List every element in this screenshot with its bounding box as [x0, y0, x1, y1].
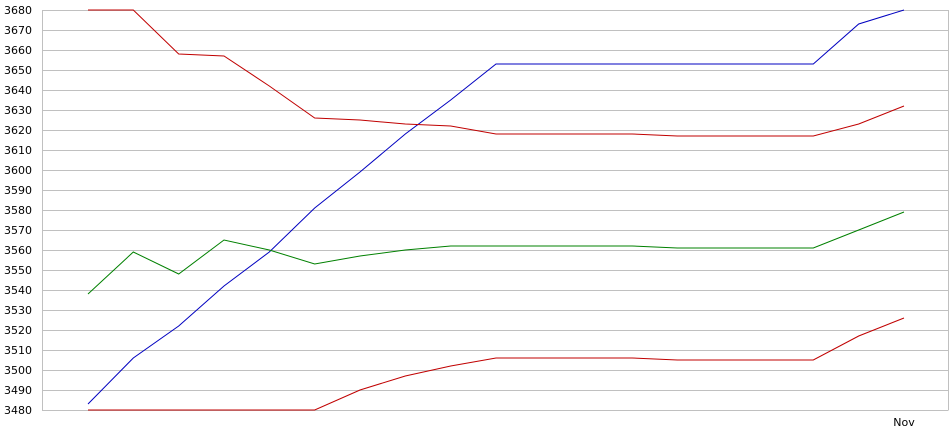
series-line-1 [87, 9, 905, 405]
y-tick-label: 3480 [4, 404, 32, 417]
y-tick-label: 3610 [4, 144, 32, 157]
series-line-2 [88, 9, 905, 137]
y-tick-label: 3580 [4, 204, 32, 217]
y-tick-label: 3570 [4, 224, 32, 237]
y-tick-label: 3600 [4, 164, 32, 177]
y-tick-label: 3540 [4, 284, 32, 297]
series-line-4 [88, 317, 905, 411]
y-tick-label: 3680 [4, 4, 32, 17]
y-axis-ticks: 3480 3490 3500 3510 3520 3530 3540 3550 3560 3570… [4, 4, 32, 417]
y-tick-label: 3630 [4, 104, 32, 117]
y-tick-label: 3590 [4, 184, 32, 197]
grid [42, 10, 949, 411]
x-tick-label: Nov [893, 416, 915, 429]
y-tick-label: 3490 [4, 384, 32, 397]
y-tick-label: 3660 [4, 44, 32, 57]
y-tick-label: 3640 [4, 84, 32, 97]
y-tick-label: 3510 [4, 344, 32, 357]
y-tick-label: 3650 [4, 64, 32, 77]
y-tick-label: 3530 [4, 304, 32, 317]
y-tick-label: 3520 [4, 324, 32, 337]
series-line-3 [87, 211, 905, 295]
x-axis-ticks: Nov [893, 416, 915, 429]
series-group [87, 9, 905, 411]
y-tick-label: 3550 [4, 264, 32, 277]
y-tick-label: 3620 [4, 124, 32, 137]
y-tick-label: 3560 [4, 244, 32, 257]
y-tick-label: 3500 [4, 364, 32, 377]
y-tick-label: 3670 [4, 24, 32, 37]
